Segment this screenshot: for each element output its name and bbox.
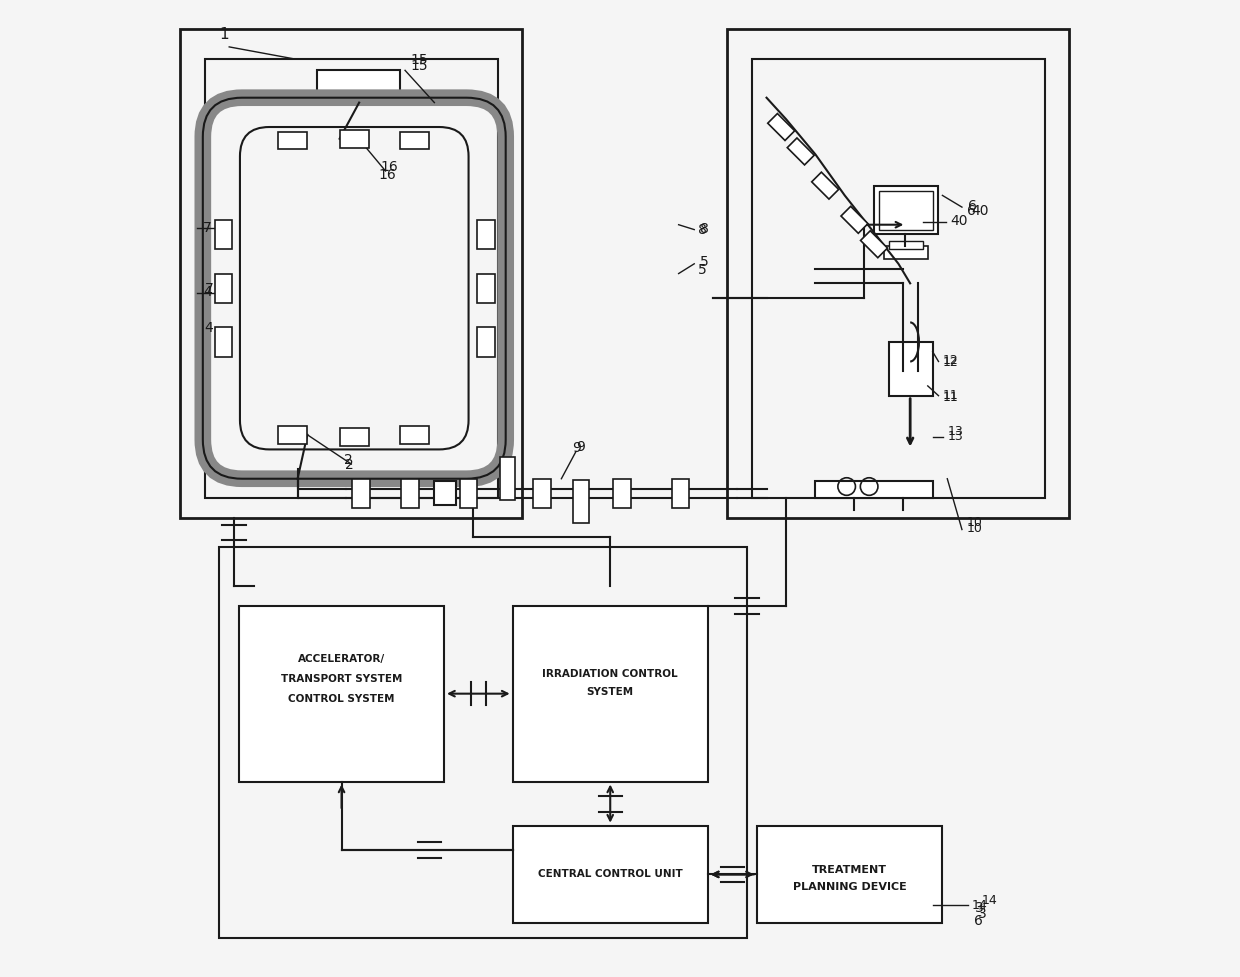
FancyBboxPatch shape [434,481,456,505]
Text: 7: 7 [205,282,213,296]
Bar [215,220,232,249]
Text: 3: 3 [975,901,983,914]
FancyBboxPatch shape [884,246,928,259]
Text: 11: 11 [942,391,959,404]
Polygon shape [573,480,589,523]
FancyBboxPatch shape [889,241,923,249]
Bar [215,327,232,357]
Text: CENTRAL CONTROL UNIT: CENTRAL CONTROL UNIT [538,870,682,879]
Text: 13: 13 [947,425,963,438]
Text: PLANNING DEVICE: PLANNING DEVICE [792,882,906,892]
Text: 8: 8 [701,222,709,235]
Text: 4: 4 [203,285,212,299]
Text: 40: 40 [950,214,967,228]
Text: 2: 2 [346,458,355,472]
Bar [533,479,551,508]
Bar [613,479,631,508]
Text: 10: 10 [967,523,983,535]
Bar [278,426,308,444]
FancyBboxPatch shape [219,547,746,938]
Text: 12: 12 [942,357,959,369]
Bar [768,113,795,141]
Text: 13: 13 [947,430,963,443]
Text: 14: 14 [982,894,997,907]
Text: 7: 7 [203,221,212,234]
Text: 40: 40 [972,204,990,218]
Bar [340,130,370,148]
Text: TREATMENT: TREATMENT [812,865,887,874]
FancyBboxPatch shape [728,29,1069,518]
Text: 6: 6 [967,204,976,218]
Bar [861,231,888,258]
Text: 1: 1 [219,27,229,42]
Text: 12: 12 [942,355,959,367]
Polygon shape [500,457,516,500]
Text: 3: 3 [977,908,986,921]
FancyBboxPatch shape [756,826,942,923]
FancyBboxPatch shape [879,191,932,230]
Bar [477,220,495,249]
Bar [477,327,495,357]
Text: 16: 16 [381,160,398,174]
Text: 16: 16 [378,168,397,182]
Bar [340,428,370,446]
Text: 8: 8 [698,224,707,237]
Text: 14: 14 [972,899,987,912]
Bar [352,479,370,508]
FancyBboxPatch shape [889,342,932,396]
Text: 11: 11 [942,389,959,402]
Text: IRRADIATION CONTROL: IRRADIATION CONTROL [542,669,678,679]
FancyBboxPatch shape [512,606,708,782]
Text: 5: 5 [698,263,707,276]
FancyBboxPatch shape [317,70,401,103]
FancyBboxPatch shape [180,29,522,518]
FancyBboxPatch shape [874,186,937,234]
Bar [278,132,308,149]
Text: 9: 9 [577,441,585,454]
Bar [787,138,815,165]
Bar [401,132,429,149]
Bar [402,479,419,508]
Text: 4: 4 [205,321,213,335]
Text: 2: 2 [345,453,353,467]
Text: ACCELERATOR/: ACCELERATOR/ [298,655,386,664]
FancyBboxPatch shape [751,59,1045,498]
FancyBboxPatch shape [816,481,932,498]
FancyBboxPatch shape [205,59,498,498]
Text: 9: 9 [572,442,582,455]
Bar [841,206,868,234]
Bar [215,274,232,303]
Bar [401,426,429,444]
FancyBboxPatch shape [239,606,444,782]
Text: 10: 10 [967,516,983,529]
Text: SYSTEM: SYSTEM [587,687,634,697]
Bar [460,479,477,508]
Bar [812,172,838,199]
Text: CONTROL SYSTEM: CONTROL SYSTEM [289,694,394,703]
Text: 15: 15 [410,60,428,73]
Bar [672,479,689,508]
Text: TRANSPORT SYSTEM: TRANSPORT SYSTEM [281,674,402,684]
Text: 15: 15 [410,53,428,66]
Text: 6: 6 [973,914,982,928]
Bar [477,274,495,303]
Text: 5: 5 [701,255,709,269]
FancyBboxPatch shape [512,826,708,923]
Text: 6: 6 [967,199,977,213]
